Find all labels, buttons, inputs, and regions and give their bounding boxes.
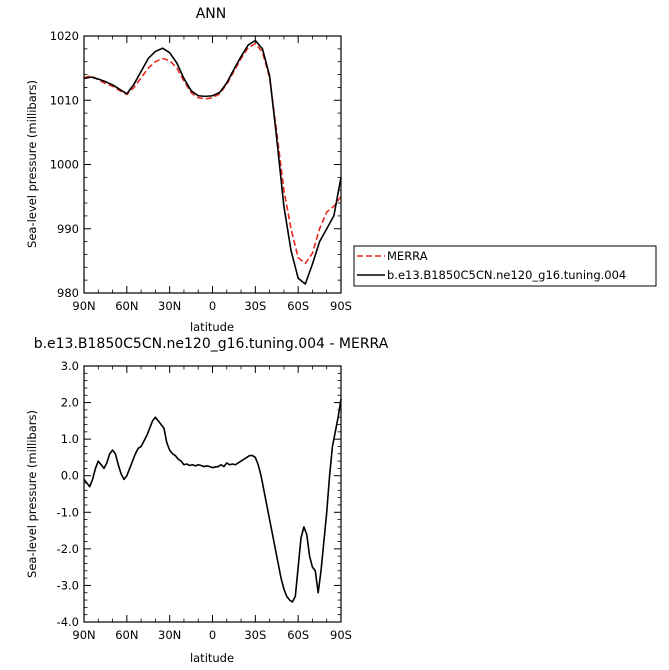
p2-y-tick-label: 3.0 [61, 359, 79, 373]
p2-y-tick-label: 1.0 [61, 432, 79, 446]
p2-y-tick-label: -4.0 [57, 615, 79, 629]
bottom-series-lines [83, 398, 342, 603]
top-series-lines [83, 39, 342, 285]
p2-y-tick-label: -3.0 [57, 578, 79, 592]
bottom-y-axis: -4.0 -3.0 -2.0 -1.0 0.0 1.0 2.0 3.0 [57, 359, 341, 629]
legend-box [353, 245, 657, 287]
top-plot-frame [83, 35, 342, 294]
bottom-x-axis-label: latitude [190, 651, 234, 665]
p2-x-tick-label: 30N [158, 628, 181, 642]
p2-x-tick-label: 90S [330, 628, 352, 642]
legend-label-model: b.e13.B1850C5CN.ne120_g16.tuning.004 [387, 268, 626, 282]
top-y-axis: 980 990 1000 1010 1020 [50, 29, 341, 300]
p2-x-tick-label: 60S [287, 628, 309, 642]
bottom-title: b.e13.B1850C5CN.ne120_g16.tuning.004 - M… [34, 336, 389, 352]
p1-y-tick-label: 1010 [50, 93, 79, 107]
p2-x-tick-label: 0 [209, 628, 216, 642]
bottom-x-axis: 90N 60N 30N 0 30S 60S 90S [72, 366, 352, 642]
p1-x-tick-label: 90S [330, 299, 352, 313]
top-y-axis-label: Sea-level pressure (millibars) [25, 80, 39, 248]
p1-series-line-1 [83, 39, 342, 285]
bottom-plot-frame [83, 365, 342, 623]
p2-y-tick-label: 0.0 [61, 469, 79, 483]
top-title: ANN [196, 6, 227, 22]
p1-y-tick-label: 1020 [50, 29, 79, 43]
top-x-axis-label: latitude [190, 320, 234, 334]
p2-y-tick-label: -1.0 [57, 505, 79, 519]
p1-x-tick-label: 60S [287, 299, 309, 313]
p2-x-tick-label: 90N [72, 628, 95, 642]
p1-x-tick-label: 30N [158, 299, 181, 313]
p1-x-tick-label: 30S [244, 299, 266, 313]
top-x-axis: 90N 60N 30N 0 30S 60S 90S [72, 36, 352, 313]
bottom-panel: b.e13.B1850C5CN.ne120_g16.tuning.004 - M… [25, 336, 389, 665]
p1-y-tick-label: 990 [57, 222, 79, 236]
p2-y-tick-label: 2.0 [61, 396, 79, 410]
p2-series-line-0 [83, 398, 342, 603]
legend-label-merra: MERRA [387, 249, 428, 263]
p1-x-tick-label: 90N [72, 299, 95, 313]
bottom-y-axis-label: Sea-level pressure (millibars) [25, 410, 39, 578]
p2-x-tick-label: 60N [115, 628, 138, 642]
p1-x-tick-label: 0 [209, 299, 216, 313]
legend: MERRA b.e13.B1850C5CN.ne120_g16.tuning.0… [353, 245, 657, 287]
p1-y-tick-label: 1000 [50, 158, 79, 172]
p1-x-tick-label: 60N [115, 299, 138, 313]
p2-y-tick-label: -2.0 [57, 542, 79, 556]
p2-x-tick-label: 30S [244, 628, 266, 642]
p1-series-line-0 [83, 42, 342, 265]
p1-y-tick-label: 980 [57, 286, 79, 300]
